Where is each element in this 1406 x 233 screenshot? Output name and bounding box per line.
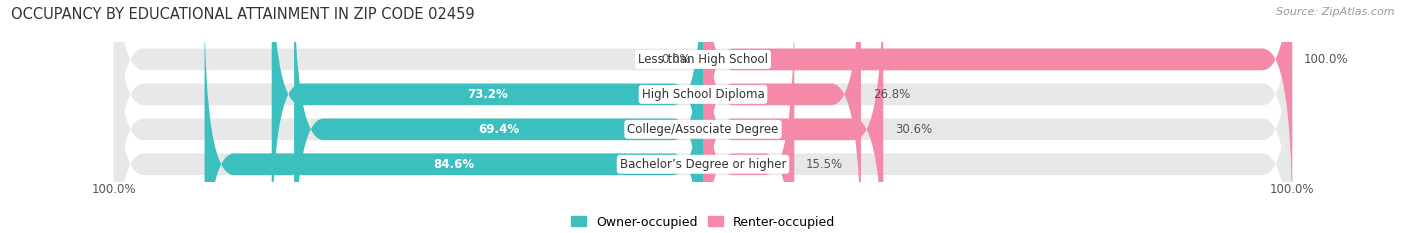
FancyBboxPatch shape <box>703 0 883 233</box>
Text: 100.0%: 100.0% <box>91 184 136 196</box>
Text: 15.5%: 15.5% <box>806 158 844 171</box>
FancyBboxPatch shape <box>204 0 703 233</box>
FancyBboxPatch shape <box>114 0 1292 233</box>
Text: Less than High School: Less than High School <box>638 53 768 66</box>
Text: 73.2%: 73.2% <box>467 88 508 101</box>
FancyBboxPatch shape <box>703 0 860 233</box>
Text: 100.0%: 100.0% <box>1270 184 1315 196</box>
Text: 69.4%: 69.4% <box>478 123 519 136</box>
FancyBboxPatch shape <box>703 0 1292 223</box>
FancyBboxPatch shape <box>703 0 794 233</box>
FancyBboxPatch shape <box>271 0 703 233</box>
Text: College/Associate Degree: College/Associate Degree <box>627 123 779 136</box>
Text: 0.0%: 0.0% <box>662 53 692 66</box>
Text: Bachelor’s Degree or higher: Bachelor’s Degree or higher <box>620 158 786 171</box>
Legend: Owner-occupied, Renter-occupied: Owner-occupied, Renter-occupied <box>571 216 835 229</box>
FancyBboxPatch shape <box>114 0 1292 223</box>
Text: Source: ZipAtlas.com: Source: ZipAtlas.com <box>1277 7 1395 17</box>
Text: 84.6%: 84.6% <box>433 158 474 171</box>
Text: High School Diploma: High School Diploma <box>641 88 765 101</box>
Text: 100.0%: 100.0% <box>1303 53 1348 66</box>
Text: 30.6%: 30.6% <box>896 123 932 136</box>
FancyBboxPatch shape <box>114 0 1292 233</box>
FancyBboxPatch shape <box>114 0 1292 233</box>
FancyBboxPatch shape <box>294 0 703 233</box>
Text: 26.8%: 26.8% <box>873 88 910 101</box>
Text: OCCUPANCY BY EDUCATIONAL ATTAINMENT IN ZIP CODE 02459: OCCUPANCY BY EDUCATIONAL ATTAINMENT IN Z… <box>11 7 475 22</box>
